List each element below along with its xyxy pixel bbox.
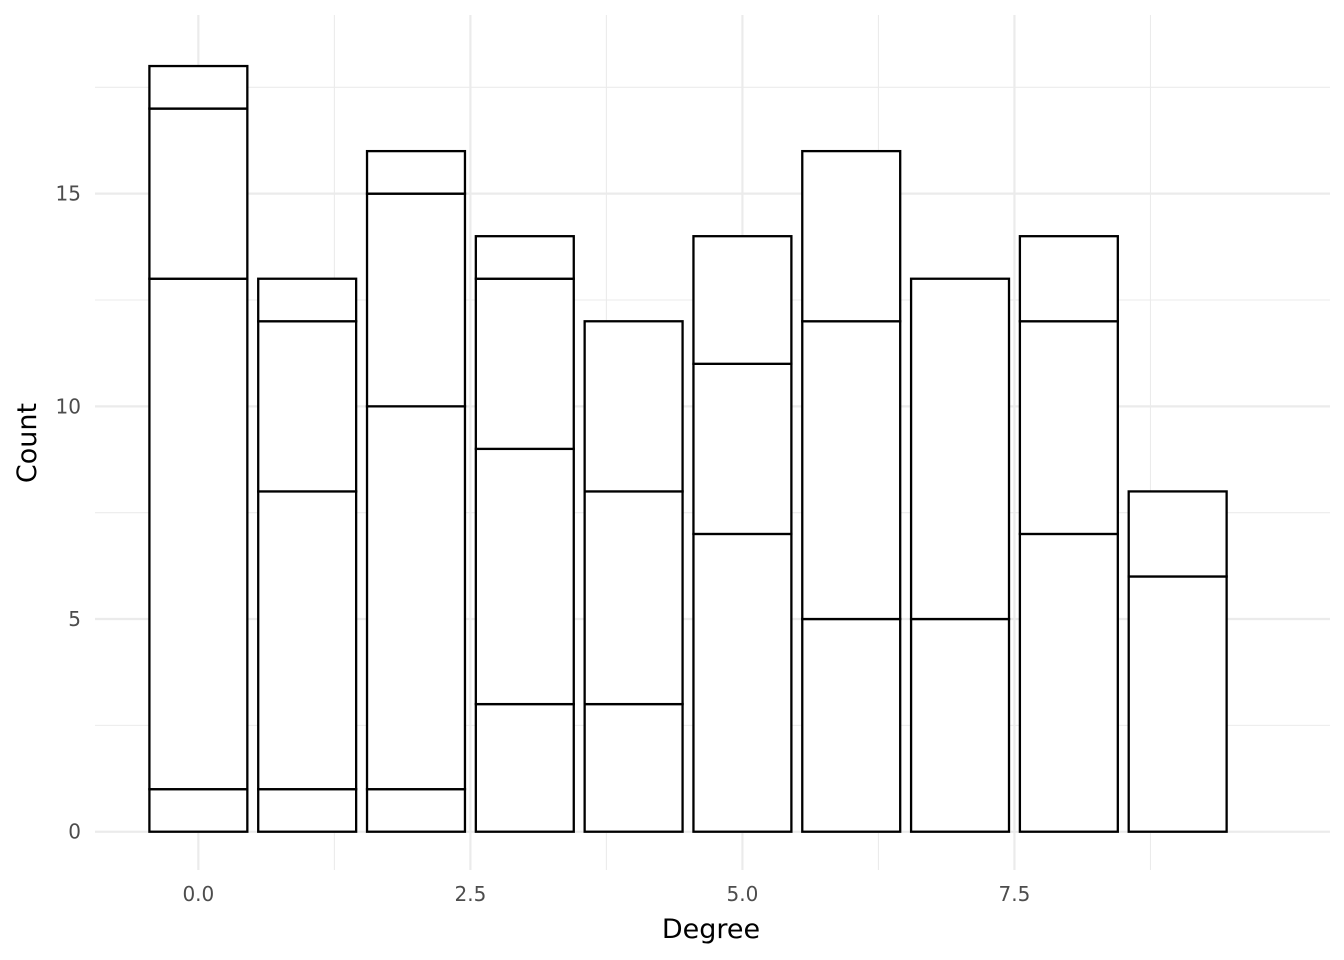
bar-segment — [474, 277, 575, 451]
bar-segment — [148, 277, 249, 791]
bar-x-3 — [474, 235, 575, 833]
y-tick-label: 5 — [68, 607, 81, 631]
bar-x-1 — [257, 277, 358, 833]
bar-segment — [148, 64, 249, 110]
bar-segment — [365, 788, 467, 833]
bar-segment — [692, 235, 793, 365]
bar-x-7 — [909, 277, 1011, 833]
bar-segment — [257, 490, 358, 791]
bar-segment — [148, 788, 249, 833]
bar-x-5 — [692, 235, 793, 833]
x-tick-label: 0.0 — [182, 882, 214, 906]
bar-segment — [583, 490, 684, 706]
bar-segment — [365, 192, 467, 408]
x-tick-label: 5.0 — [727, 882, 759, 906]
bar-x-8 — [1018, 235, 1119, 833]
bar-segment — [365, 405, 467, 791]
bar-segment — [1018, 532, 1119, 833]
y-tick-label: 10 — [56, 394, 81, 418]
bar-segment — [692, 532, 793, 833]
bar-x-9 — [1127, 490, 1228, 833]
bar-x-4 — [583, 320, 684, 833]
bar-segment — [148, 107, 249, 280]
bar-segment — [474, 702, 575, 833]
x-tick-label: 7.5 — [999, 882, 1031, 906]
y-tick-label: 15 — [56, 182, 81, 206]
bar-segment — [909, 277, 1011, 621]
bars — [148, 64, 1228, 833]
bar-segment — [257, 320, 358, 493]
bar-segment — [474, 235, 575, 280]
bar-segment — [692, 362, 793, 536]
bar-segment — [801, 149, 902, 323]
bar-x-0 — [148, 64, 249, 833]
bar-segment — [909, 617, 1011, 833]
bar-x-6 — [801, 149, 902, 833]
y-tick-labels: 0 5 10 15 — [56, 182, 81, 844]
x-tick-labels: 0.0 2.5 5.0 7.5 — [182, 882, 1030, 906]
bar-segment — [583, 320, 684, 493]
bar-segment — [1018, 320, 1119, 536]
bar-segment — [801, 617, 902, 833]
bar-segment — [365, 149, 467, 195]
bar-segment — [583, 702, 684, 833]
bar-segment — [801, 320, 902, 621]
x-axis-title: Degree — [662, 914, 760, 945]
bar-segment — [1018, 235, 1119, 323]
bar-segment — [1127, 575, 1228, 833]
bar-segment — [474, 447, 575, 706]
y-axis-title: Count — [12, 403, 43, 483]
bar-segment — [257, 788, 358, 833]
x-tick-label: 2.5 — [454, 882, 486, 906]
bar-segment — [257, 277, 358, 323]
y-tick-label: 0 — [68, 820, 81, 844]
bar-segment — [1127, 490, 1228, 578]
bar-x-2 — [365, 149, 467, 833]
